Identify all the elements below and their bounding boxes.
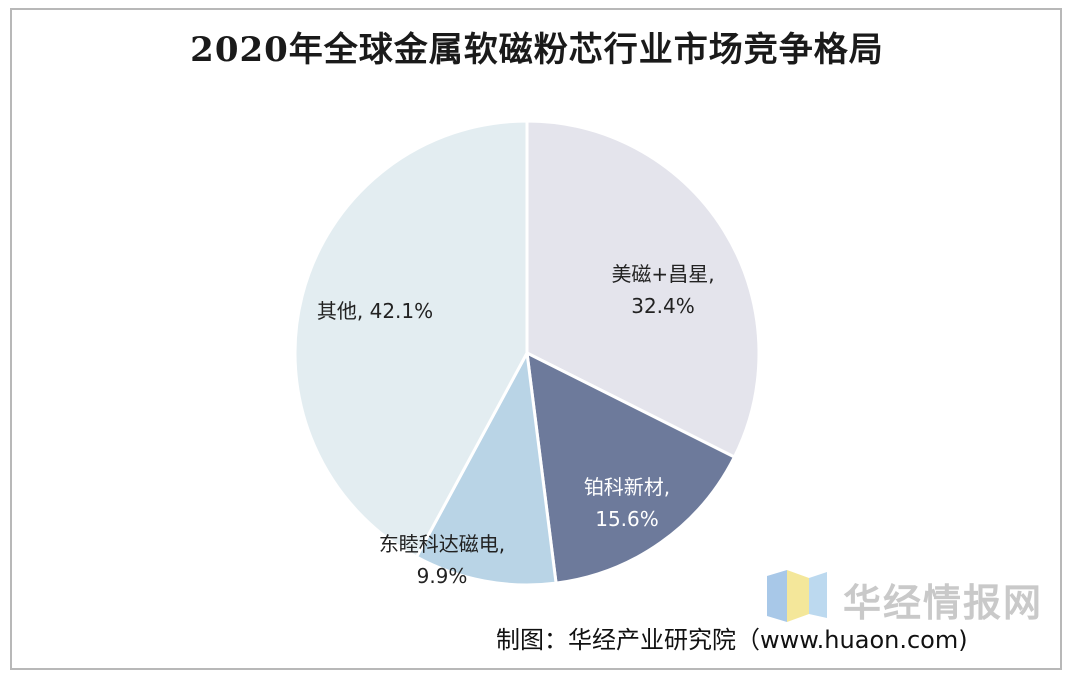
watermark: 华经情报网 bbox=[765, 568, 1045, 625]
slice-value-label: 9.9% bbox=[417, 564, 468, 588]
pie-slice bbox=[525, 350, 737, 585]
slice-value-label: 15.6% bbox=[595, 507, 659, 531]
slice-label: 其他, 42.1% bbox=[317, 299, 433, 323]
pie-slice bbox=[293, 119, 529, 560]
pie-slice bbox=[414, 348, 558, 587]
slice-label: 美磁+昌星, bbox=[611, 262, 714, 286]
source-note: 制图：华经产业研究院（www.huaon.com) bbox=[496, 626, 968, 654]
watermark-logo-icon bbox=[767, 570, 827, 622]
slice-label: 东睦科达磁电, bbox=[379, 532, 505, 556]
pie-slice bbox=[525, 119, 761, 460]
watermark-text: 华经情报网 bbox=[843, 581, 1044, 625]
slice-value-label: 32.4% bbox=[631, 294, 695, 318]
chart-title: 2020年全球金属软磁粉芯行业市场竞争格局 bbox=[190, 30, 884, 70]
slice-label: 铂科新材, bbox=[584, 475, 670, 499]
